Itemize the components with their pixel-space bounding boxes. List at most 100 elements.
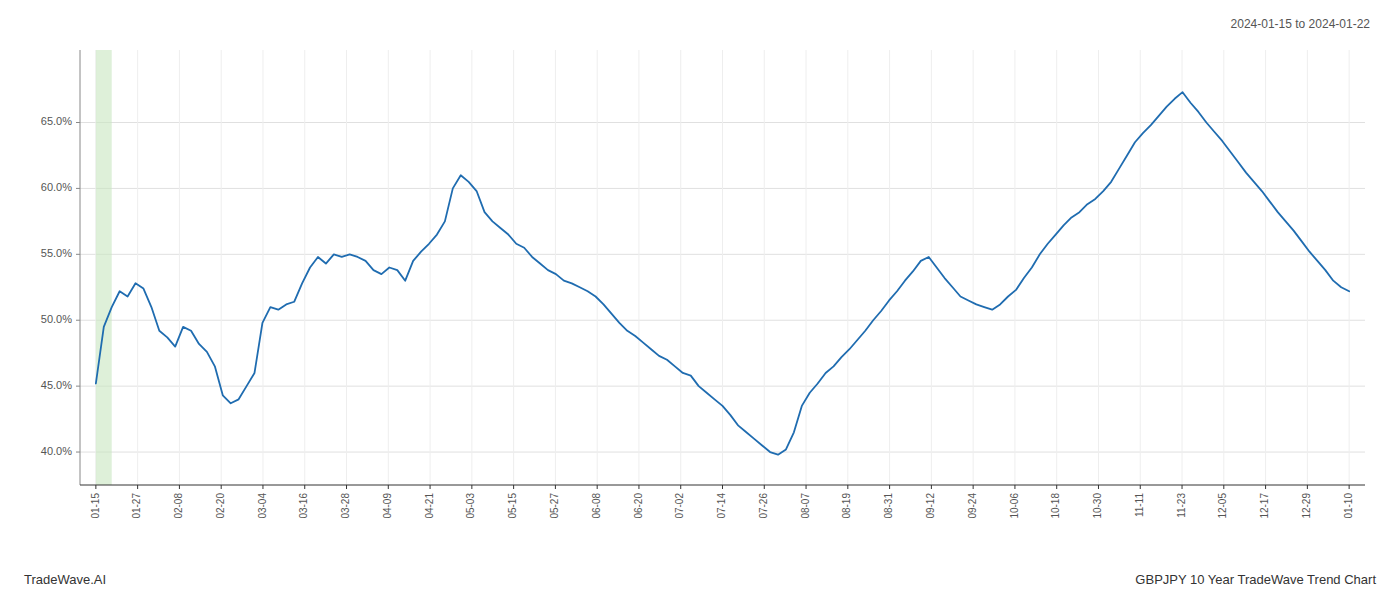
x-tick-label: 10-30 [1092, 493, 1103, 519]
x-grid-line [262, 50, 263, 485]
footer-left: TradeWave.AI [24, 572, 106, 587]
x-tick [388, 485, 389, 489]
x-tick-label: 02-08 [173, 493, 184, 519]
axes: 40.0% 45.0% 50.0% 55.0% 60.0% 65.0% 01-15 01-27… [41, 50, 1365, 519]
y-tick-label: 50.0% [41, 313, 72, 325]
x-grid-line [764, 50, 765, 485]
x-tick-label: 04-09 [382, 493, 393, 519]
x-grid-line [1265, 50, 1266, 485]
annotations: 2024-01-15 to 2024-01-22TradeWave.AIGBPJ… [24, 17, 1376, 587]
x-grid-line [597, 50, 598, 485]
x-grid-line [1182, 50, 1183, 485]
x-grid-line [137, 50, 138, 485]
x-tick [722, 485, 723, 489]
x-grid-line [430, 50, 431, 485]
x-tick-label: 03-04 [257, 493, 268, 519]
y-tick-label: 65.0% [41, 115, 72, 127]
line [96, 92, 1349, 455]
x-tick-label: 01-15 [90, 493, 101, 519]
y-tick [76, 188, 80, 189]
x-tick-label: 02-20 [215, 493, 226, 519]
x-tick-label: 01-27 [131, 493, 142, 519]
x-tick [1223, 485, 1224, 489]
y-tick [76, 122, 80, 123]
x-tick-label: 12-17 [1259, 493, 1270, 519]
footer-right: GBPJPY 10 Year TradeWave Trend Chart [1135, 572, 1376, 587]
x-grid-line [847, 50, 848, 485]
y-tick-label: 45.0% [41, 379, 72, 391]
x-tick-label: 10-06 [1009, 493, 1020, 519]
x-tick [1182, 485, 1183, 489]
x-tick [931, 485, 932, 489]
x-tick [1056, 485, 1057, 489]
y-tick [76, 320, 80, 321]
x-grid-line [221, 50, 222, 485]
background [0, 0, 1400, 600]
x-tick-label: 07-26 [758, 493, 769, 519]
x-tick [973, 485, 974, 489]
x-tick-label: 12-29 [1301, 493, 1312, 519]
x-grid-line [638, 50, 639, 485]
x-tick-label: 08-07 [800, 493, 811, 519]
x-grid-line [513, 50, 514, 485]
x-tick-label: 07-02 [674, 493, 685, 519]
x-tick-label: 07-14 [716, 493, 727, 519]
x-tick [262, 485, 263, 489]
x-tick-label: 10-18 [1050, 493, 1061, 519]
x-grid-line [555, 50, 556, 485]
y-tick [76, 254, 80, 255]
x-tick [137, 485, 138, 489]
x-tick-label: 08-19 [841, 493, 852, 519]
x-tick [430, 485, 431, 489]
x-tick-label: 04-21 [424, 493, 435, 519]
plot-area [96, 50, 1349, 485]
x-tick [179, 485, 180, 489]
x-grid-line [1349, 50, 1350, 485]
x-grid-line [889, 50, 890, 485]
x-tick [1349, 485, 1350, 489]
x-grid-line [1223, 50, 1224, 485]
x-tick-label: 06-20 [633, 493, 644, 519]
x-grid-line [471, 50, 472, 485]
y-tick [76, 452, 80, 453]
x-grid-line [973, 50, 974, 485]
x-grid-line [179, 50, 180, 485]
y-tick-label: 55.0% [41, 247, 72, 259]
x-tick [346, 485, 347, 489]
x-grid-line [680, 50, 681, 485]
x-tick [304, 485, 305, 489]
y-tick-label: 60.0% [41, 181, 72, 193]
x-tick-label: 09-24 [967, 493, 978, 519]
x-tick [764, 485, 765, 489]
x-grid-line [1140, 50, 1141, 485]
x-grid-line [1014, 50, 1015, 485]
x-grid-line [722, 50, 723, 485]
x-tick [680, 485, 681, 489]
y-tick-label: 40.0% [41, 445, 72, 457]
x-tick-label: 01-10 [1343, 493, 1354, 519]
x-tick [221, 485, 222, 489]
x-tick [1140, 485, 1141, 489]
x-tick-label: 05-15 [507, 493, 518, 519]
x-tick [95, 485, 96, 489]
x-grid-line [931, 50, 932, 485]
y-axis-line [80, 50, 81, 485]
x-tick-label: 12-05 [1217, 493, 1228, 519]
x-tick [889, 485, 890, 489]
x-grid-line [1307, 50, 1308, 485]
x-tick [1307, 485, 1308, 489]
x-tick-label: 03-28 [340, 493, 351, 519]
x-tick [847, 485, 848, 489]
chart: 40.0% 45.0% 50.0% 55.0% 60.0% 65.0% 01-15 01-27… [0, 0, 1400, 600]
x-tick-label: 05-03 [465, 493, 476, 519]
y-tick [76, 386, 80, 387]
x-tick [1265, 485, 1266, 489]
x-tick-label: 03-16 [298, 493, 309, 519]
x-tick-label: 11-11 [1134, 493, 1145, 518]
grid [80, 50, 1365, 485]
x-tick [555, 485, 556, 489]
highlight-span [96, 50, 112, 485]
x-tick [806, 485, 807, 489]
x-tick [1098, 485, 1099, 489]
x-tick [638, 485, 639, 489]
